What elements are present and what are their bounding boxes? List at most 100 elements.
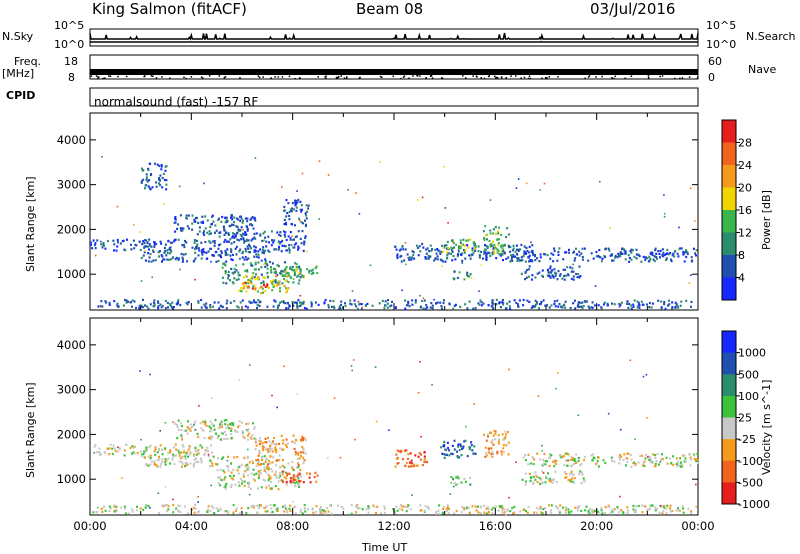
- power-echo-pixel: [497, 242, 500, 245]
- velocity-echo-pixel: [669, 507, 672, 510]
- power-echo-pixel: [201, 215, 204, 218]
- velocity-echo-pixel: [291, 467, 294, 470]
- power-echo-pixel: [630, 258, 633, 261]
- power-echo-pixel: [267, 249, 270, 252]
- velocity-echo-pixel: [456, 456, 459, 459]
- velocity-echo-pixel: [210, 484, 212, 487]
- power-echo-pixel: [226, 248, 229, 251]
- power-echo-pixel: [522, 298, 525, 302]
- power-echo-pixel: [122, 239, 125, 242]
- power-echo-pixel: [271, 262, 274, 265]
- power-echo-pixel: [492, 248, 495, 251]
- power-echo-pixel: [552, 276, 555, 279]
- power-echo-pixel: [263, 263, 265, 266]
- power-echo-pixel: [404, 299, 407, 302]
- power-echo-pixel: [650, 306, 653, 309]
- beam-title: Beam 08: [356, 0, 424, 18]
- power-echo-pixel: [302, 302, 305, 305]
- power-echo-pixel: [669, 251, 672, 255]
- velocity-echo-pixel: [297, 451, 300, 455]
- velocity-echo-pixel: [355, 505, 358, 508]
- velocity-echo-pixel: [688, 453, 691, 456]
- velocity-echo-pixel: [442, 508, 445, 511]
- velocity-echo-pixel: [140, 438, 142, 441]
- velocity-echo-pixel: [249, 487, 252, 490]
- velocity-echo-pixel: [93, 445, 96, 448]
- power-echo-pixel: [400, 260, 403, 263]
- velocity-echo-pixel: [566, 464, 569, 467]
- velocity-echo-pixel: [180, 451, 183, 454]
- power-echo-pixel: [692, 247, 695, 250]
- velocity-echo-pixel: [324, 510, 327, 513]
- power-echo-pixel: [517, 248, 520, 251]
- velocity-echo-pixel: [188, 427, 191, 430]
- velocity-echo-pixel: [419, 360, 421, 363]
- power-echo-pixel: [604, 256, 607, 259]
- velocity-echo-pixel: [652, 453, 655, 456]
- power-echo-pixel: [690, 274, 692, 276]
- power-echo-pixel: [177, 299, 180, 302]
- velocity-echo-pixel: [295, 481, 298, 484]
- nsky-tick-top: 10^5: [54, 19, 85, 32]
- velocity-echo-pixel: [622, 458, 625, 462]
- velocity-echo-pixel: [274, 508, 277, 511]
- nave-point: [190, 76, 193, 78]
- power-echo-pixel: [169, 303, 172, 306]
- velocity-echo-pixel: [641, 454, 644, 457]
- power-echo-pixel: [125, 299, 128, 302]
- velocity-echo-pixel: [410, 459, 413, 462]
- power-echo-pixel: [142, 169, 145, 172]
- power-echo-pixel: [450, 239, 453, 242]
- velocity-echo-pixel: [258, 463, 261, 467]
- power-echo-pixel: [619, 255, 622, 258]
- power-echo-pixel: [541, 274, 544, 277]
- power-echo-pixel: [165, 183, 168, 186]
- power-echo-pixel: [266, 305, 269, 308]
- velocity-echo-pixel: [172, 498, 174, 501]
- power-echo-pixel: [201, 253, 204, 256]
- power-echo-pixel: [295, 269, 298, 272]
- power-echo-pixel: [233, 277, 236, 280]
- nave-point: [325, 77, 327, 80]
- power-echo-pixel: [661, 248, 664, 251]
- velocity-echo-pixel: [333, 397, 336, 399]
- power-echo-pixel: [103, 244, 105, 247]
- power-colorbar-tick-label: 12: [738, 227, 752, 240]
- power-echo-pixel: [677, 306, 680, 309]
- power-echo-pixel: [560, 305, 563, 308]
- velocity-echo-pixel: [464, 439, 467, 442]
- power-echo-pixel: [236, 217, 238, 220]
- velocity-echo-pixel: [289, 509, 292, 512]
- power-echo-pixel: [522, 304, 525, 307]
- velocity-echo-pixel: [392, 508, 395, 511]
- power-echo-pixel: [676, 252, 679, 255]
- power-echo-pixel: [425, 304, 428, 307]
- velocity-echo-pixel: [200, 427, 203, 430]
- power-echo-pixel: [524, 260, 527, 263]
- power-echo-pixel: [282, 301, 285, 304]
- power-echo-pixel: [251, 237, 254, 241]
- power-colorbar-tick-label: 28: [738, 137, 752, 150]
- velocity-echo-pixel: [232, 468, 235, 471]
- power-echo-pixel: [233, 271, 236, 274]
- velocity-echo-pixel: [678, 509, 681, 512]
- velocity-echo-pixel: [684, 457, 687, 460]
- power-echo-pixel: [146, 241, 149, 244]
- velocity-echo-pixel: [321, 509, 324, 512]
- power-echo-pixel: [417, 254, 420, 257]
- power-echo-pixel: [94, 254, 97, 257]
- velocity-echo-pixel: [223, 437, 226, 440]
- power-echo-pixel: [632, 303, 635, 306]
- velocity-echo-pixel: [677, 463, 679, 466]
- power-echo-pixel: [552, 253, 555, 256]
- power-echo-pixel: [482, 230, 485, 233]
- velocity-echo-pixel: [115, 510, 118, 513]
- power-echo-pixel: [485, 244, 488, 248]
- power-echo-pixel: [327, 304, 330, 307]
- velocity-echo-pixel: [260, 463, 263, 466]
- nave-point: [588, 75, 591, 77]
- velocity-echo-pixel: [394, 512, 397, 515]
- power-echo-pixel: [631, 249, 634, 252]
- velocity-echo-pixel: [644, 505, 647, 508]
- power-echo-pixel: [174, 216, 177, 219]
